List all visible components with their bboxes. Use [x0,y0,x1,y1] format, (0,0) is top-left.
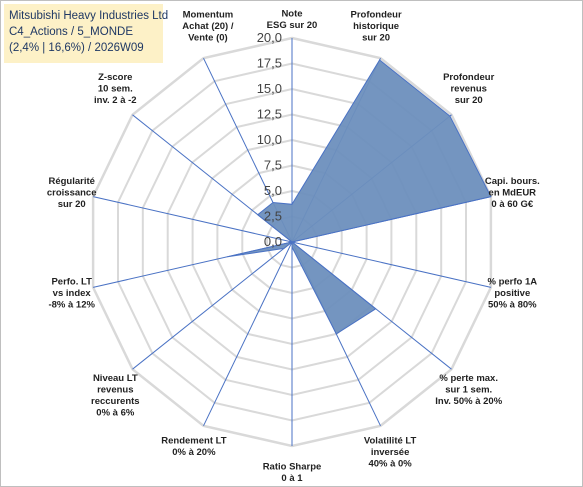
tick-label: 17,5 [257,56,282,71]
axis-label-line: ESG sur 20 [267,20,318,31]
axis-spoke [92,196,293,243]
series-area [227,59,492,335]
axis-label: % perfo 1A positive 50% à 80% [487,277,537,311]
axis-label-line: revenus [450,84,486,95]
axis-label: Profondeur historique sur 20 [350,9,401,43]
axis-label-line: historique [353,21,399,32]
axis-label: Capi. bours. en MdEUR 0 à 60 G€ [485,176,540,210]
radar-tick-labels: 0,0 2,5 5,0 7,5 10,0 12,5 15,0 17,5 20,0 [257,30,282,249]
radar-series [227,59,492,335]
axis-label-line: sur 1 sem. [445,384,492,395]
axis-label-line: Niveau LT [93,373,138,384]
axis-label-line: vs index [53,288,92,299]
axis-label-line: Ratio Sharpe [263,462,322,473]
axis-label-line: revenus [97,384,133,395]
axis-label-line: 0% à 20% [172,447,216,458]
tick-label: 10,0 [257,132,282,147]
axis-label-line: 0% à 6% [96,407,135,418]
axis-label-line: positive [494,288,530,299]
axis-spoke [203,241,293,427]
axis-label: Z-score 10 sem. inv. 2 à -2 [94,72,137,106]
axis-label-line: Note [281,9,302,20]
axis-label: % perte max. sur 1 sem. Inv. 50% à 20% [435,373,502,407]
tick-label: 15,0 [257,81,282,96]
tick-label: 0,0 [264,234,282,249]
axis-spoke [291,241,492,288]
axis-label-line: Régularité [48,176,94,187]
axis-label: Note ESG sur 20 [267,9,318,32]
axis-label-line: sur 20 [362,32,390,43]
axis-label-line: Profondeur [350,9,401,20]
tick-label: 5,0 [264,183,282,198]
axis-label-line: croissance [47,188,97,199]
axis-label-line: sur 20 [58,199,86,210]
tick-label: 20,0 [257,30,282,45]
axis-label-line: 0 à 1 [281,473,303,484]
axis-label-line: Momentum [183,9,234,20]
axis-label-line: reccurents [91,396,140,407]
axis-label-line: Capi. bours. [485,176,540,187]
axis-label-line: 40% à 0% [368,459,412,470]
chart-title-period: (2,4% | 16,6%) / 2026W09 [9,42,144,54]
axis-label: Momentum Achat (20) / Vente (0) [182,9,234,43]
axis-label: Niveau LT revenus reccurents 0% à 6% [91,373,140,419]
axis-label-line: 50% à 80% [488,300,537,311]
tick-label: 12,5 [257,107,282,122]
axis-label-line: en MdEUR [489,188,537,199]
axis-label-line: % perfo 1A [487,277,537,288]
axis-label-line: Z-score [98,72,132,83]
chart-title-company: Mitsubishi Heavy Industries Ltd [9,10,169,22]
axis-label-line: Inv. 50% à 20% [435,396,502,407]
axis-label-line: Vente (0) [188,32,228,43]
axis-label: Régularité croissance sur 20 [47,176,97,210]
axis-label-line: inversée [371,447,410,458]
chart-title-category: C4_Actions / 5_MONDE [9,26,133,38]
tick-label: 2,5 [264,209,282,224]
axis-label-line: -8% à 12% [48,300,95,311]
axis-label: Profondeur revenus sur 20 [443,72,494,106]
axis-label-line: Profondeur [443,72,494,83]
chart-title-box: Mitsubishi Heavy Industries Ltd C4_Actio… [4,4,169,63]
axis-label-line: Volatilité LT [364,436,417,447]
axis-label-line: inv. 2 à -2 [94,95,137,106]
axis-label-line: Achat (20) / [182,21,234,32]
axis-label-line: sur 20 [455,95,483,106]
axis-label-line: Rendement LT [161,436,226,447]
axis-label: Perfo. LT vs index -8% à 12% [48,277,95,311]
axis-label-line: % perte max. [439,373,498,384]
axis-spoke [132,241,293,370]
axis-label: Rendement LT 0% à 20% [161,436,226,459]
axis-label-line: Perfo. LT [51,277,92,288]
tick-label: 7,5 [264,158,282,173]
axis-label-line: 0 à 60 G€ [491,199,533,210]
axis-label: Ratio Sharpe 0 à 1 [263,462,322,485]
axis-label: Volatilité LT inversée 40% à 0% [364,436,417,470]
axis-label-line: 10 sem. [98,84,133,95]
